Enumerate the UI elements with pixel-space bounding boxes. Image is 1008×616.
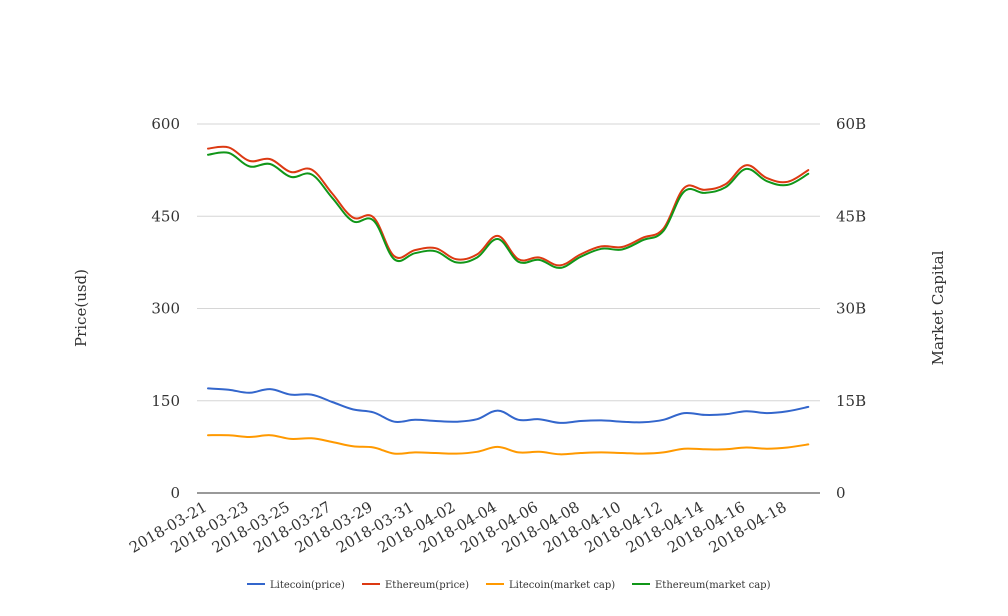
right-y-tick-label: 45B xyxy=(836,207,866,225)
left-y-axis-ticks: 0 150 300 450 600 xyxy=(151,115,180,502)
series-line-ethereum-price xyxy=(207,145,810,267)
gridlines xyxy=(197,123,820,402)
left-y-tick-label: 150 xyxy=(151,392,180,410)
left-y-tick-label: 600 xyxy=(151,115,180,133)
right-y-tick-label: 60B xyxy=(836,115,866,133)
right-y-tick-label: 0 xyxy=(836,484,846,502)
legend-label: Ethereum(market cap) xyxy=(655,580,771,591)
series-line-litecoin-price xyxy=(207,387,810,424)
series-line-ethereum-market-cap xyxy=(207,151,810,269)
x-axis-ticks: 2018-03-212018-03-232018-03-252018-03-27… xyxy=(126,498,789,557)
right-y-tick-label: 15B xyxy=(836,392,866,410)
right-axis-title: Market Capital xyxy=(929,250,947,365)
left-y-tick-label: 0 xyxy=(170,484,180,502)
right-y-tick-label: 30B xyxy=(836,300,866,318)
legend-label: Litecoin(price) xyxy=(270,580,345,591)
legend: Litecoin(price) Ethereum(price) Litecoin(m… xyxy=(247,580,771,591)
legend-label: Litecoin(market cap) xyxy=(509,580,615,591)
series-line-litecoin-market-cap xyxy=(207,434,810,456)
left-axis-title: Price(usd) xyxy=(72,269,90,347)
legend-label: Ethereum(price) xyxy=(385,580,469,591)
left-y-tick-label: 450 xyxy=(151,207,180,225)
series-lines xyxy=(207,145,810,456)
right-y-axis-ticks: 0 15B 30B 45B 60B xyxy=(836,115,866,502)
left-y-tick-label: 300 xyxy=(151,300,180,318)
